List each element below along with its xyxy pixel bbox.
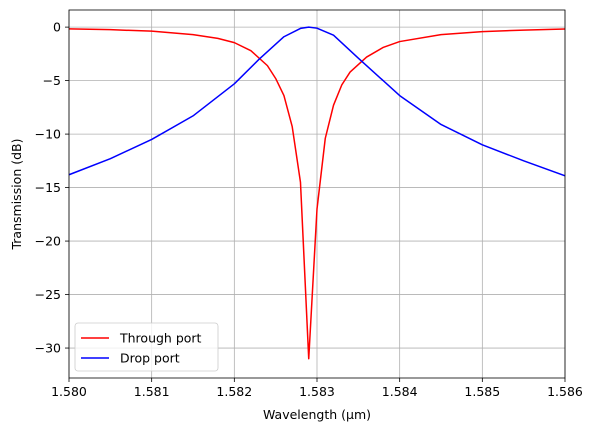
x-tick-label: 1.586	[547, 384, 583, 399]
series-line-drop-port	[69, 26, 565, 177]
axis-ticks: 1.580 1.581 1.582 1.583 1.584 1.585 1.586 0 −5 −1…	[35, 20, 583, 399]
y-tick-label: −20	[35, 234, 61, 249]
y-tick-label: −15	[35, 180, 61, 195]
x-tick-label: 1.581	[134, 384, 170, 399]
y-tick-label: 0	[53, 20, 61, 35]
y-tick-label: −25	[35, 287, 61, 302]
plot-series	[69, 26, 565, 360]
x-tick-label: 1.580	[51, 384, 87, 399]
x-tick-label: 1.583	[299, 384, 335, 399]
series-line-through-port	[69, 28, 565, 360]
x-tick-label: 1.584	[382, 384, 418, 399]
y-tick-label: −30	[35, 341, 61, 356]
x-axis-label: Wavelength (μm)	[263, 407, 371, 422]
y-tick-label: −5	[43, 73, 61, 88]
x-tick-label: 1.582	[216, 384, 252, 399]
y-tick-label: −10	[35, 127, 61, 142]
grid	[68, 10, 566, 378]
legend-box	[74, 322, 219, 372]
legend: Through port Drop port	[74, 322, 219, 372]
legend-label-through-port: Through port	[119, 331, 202, 346]
x-tick-label: 1.585	[464, 384, 500, 399]
legend-label-drop-port: Drop port	[120, 351, 180, 366]
y-axis-label: Transmission (dB)	[9, 139, 24, 251]
